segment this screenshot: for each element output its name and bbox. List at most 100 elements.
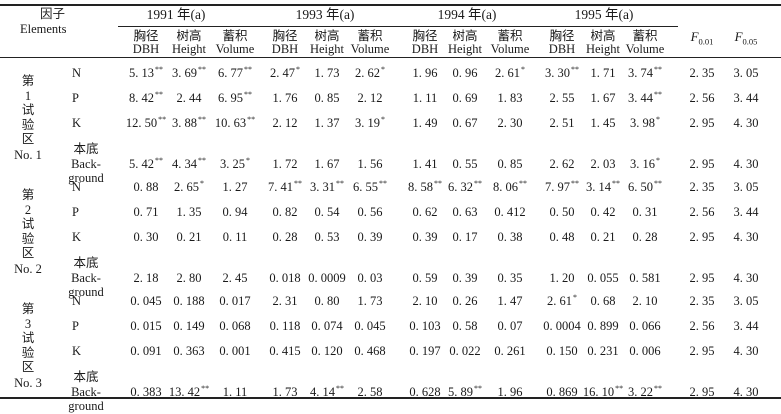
element-label-line: Back- <box>71 156 101 171</box>
table-cell-value: 0. 35 <box>497 271 523 285</box>
table-cell-value: 0. 869 <box>546 385 578 399</box>
table-cell-value: 5. 89** <box>448 383 482 399</box>
table-cell-value: 0. 94 <box>222 205 248 219</box>
table-cell-value: 0. 55 <box>452 157 478 171</box>
subcol-header-en: Height <box>171 42 207 56</box>
f001-value: 2. 95 <box>689 116 715 130</box>
table-cell-value: 0. 48 <box>549 230 575 244</box>
year-header: 1993 年(a) <box>295 7 355 22</box>
f001-value: 2. 95 <box>689 157 715 171</box>
table-cell-value: 0. 11 <box>222 230 248 244</box>
table-cell-value: 0. 899 <box>587 319 619 333</box>
table-cell-value: 3. 14** <box>586 178 620 194</box>
group-label-line: 试 <box>21 103 35 118</box>
year-header: 1991 年(a) <box>146 7 206 22</box>
table-cell-value: 3. 19* <box>355 114 385 130</box>
subcol-header-en: DBH <box>132 42 160 56</box>
table-cell-value: 1. 41 <box>412 157 438 171</box>
significance-mark: ** <box>615 383 624 393</box>
element-label: 本底 Back-ground <box>68 256 103 300</box>
table-cell-value: 0. 118 <box>269 319 301 333</box>
subcol-header-en: DBH <box>548 42 576 56</box>
group-label-line: 第 <box>21 188 35 202</box>
table-cell-value: 3. 16* <box>630 155 660 171</box>
table-cell-value: 0. 091 <box>130 344 162 358</box>
subcol-header-cn: 蓄积 <box>632 29 658 43</box>
significance-mark: ** <box>201 383 210 393</box>
group-label-line: 2 <box>24 202 32 217</box>
table-cell-value: 0. 59 <box>412 271 438 285</box>
f001-value: 2. 35 <box>689 180 715 194</box>
group-label-line: No. 2 <box>14 261 42 276</box>
table-cell-value: 1. 83 <box>497 91 523 105</box>
table-cell-value: 0. 363 <box>173 344 205 358</box>
significance-mark: ** <box>654 64 662 74</box>
subcol-header-cn: 树高 <box>314 29 340 43</box>
table-cell-value: 0. 53 <box>314 230 340 244</box>
subcol-header-en: Volume <box>625 42 665 56</box>
anova-table: 因子 Elements 1991 年(a) 1993 年(a) 1994 年(a) 199… <box>0 4 781 413</box>
element-label: N <box>72 66 82 80</box>
table-cell-value: 0. 412 <box>494 205 526 219</box>
significance-mark: ** <box>654 89 662 99</box>
subcol-header-cn: 树高 <box>176 29 202 43</box>
table-cell-value: 1. 72 <box>272 157 298 171</box>
f005-value: 3. 44 <box>733 205 759 219</box>
table-cell-value: 12. 50** <box>125 114 167 130</box>
f001-value: 2. 95 <box>689 230 715 244</box>
table-cell-value: 0. 80 <box>314 294 340 308</box>
significance-mark: * <box>296 64 300 74</box>
significance-mark: ** <box>198 64 206 74</box>
table-cell-value: 0. 54 <box>314 205 340 219</box>
significance-mark: ** <box>247 114 256 124</box>
table-cell-value: 1. 73 <box>272 385 298 399</box>
table-cell-value: 0. 31 <box>632 205 658 219</box>
f005-value: 3. 05 <box>733 66 759 80</box>
table-cell-value: 3. 30** <box>545 64 579 80</box>
significance-mark: * <box>381 64 385 74</box>
element-label-line: Back- <box>71 384 101 399</box>
significance-mark: ** <box>155 64 163 74</box>
table-cell-value: 1. 37 <box>314 116 340 130</box>
table-cell-value: 3. 44** <box>628 89 662 105</box>
significance-mark: ** <box>571 178 579 188</box>
table-cell-value: 0. 628 <box>409 385 441 399</box>
f005-value: 3. 05 <box>733 294 759 308</box>
element-label: P <box>72 91 79 105</box>
table-cell-value: 0. 415 <box>269 344 301 358</box>
f001-value: 2. 95 <box>689 385 715 399</box>
table-cell-value: 2. 31 <box>272 294 298 308</box>
subcol-header-en: DBH <box>271 42 299 56</box>
table-cell-value: 13. 42** <box>168 383 210 399</box>
group-label-line: No. 1 <box>14 147 42 162</box>
table-cell-value: 3. 22** <box>628 383 662 399</box>
element-label: P <box>72 205 79 219</box>
table-cell-value: 2. 80 <box>176 271 202 285</box>
table-cell-value: 1. 96 <box>497 385 523 399</box>
f001-value: 2. 95 <box>689 344 715 358</box>
table-cell-value: 0. 103 <box>409 319 441 333</box>
table-cell-value: 0. 468 <box>354 344 386 358</box>
element-label-line: ground <box>68 399 104 414</box>
group-label-line: 区 <box>21 132 35 147</box>
year-header: 1995 年(a) <box>574 7 634 22</box>
table-cell-value: 0. 69 <box>452 91 478 105</box>
table-cell-value: 16. 10** <box>582 383 624 399</box>
subcol-header-cn: 胸径 <box>272 29 298 43</box>
table-cell-value: 3. 25* <box>220 155 250 171</box>
significance-mark: ** <box>474 178 482 188</box>
table-cell-value: 2. 62* <box>355 64 385 80</box>
table-cell-value: 0. 21 <box>176 230 202 244</box>
table-cell-value: 0. 71 <box>133 205 159 219</box>
subcol-header-cn: 蓄积 <box>497 29 523 43</box>
table-cell-value: 0. 03 <box>357 271 383 285</box>
table-cell-value: 1. 11 <box>222 385 248 399</box>
table-cell-value: 1. 73 <box>357 294 383 308</box>
table-cell-value: 2. 45 <box>222 271 248 285</box>
subcol-header-en: Volume <box>215 42 255 56</box>
table-cell-value: 0. 38 <box>497 230 523 244</box>
table-cell-value: 3. 31** <box>310 178 344 194</box>
significance-mark: * <box>573 292 577 302</box>
element-label: P <box>72 319 79 333</box>
significance-mark: * <box>381 114 385 124</box>
